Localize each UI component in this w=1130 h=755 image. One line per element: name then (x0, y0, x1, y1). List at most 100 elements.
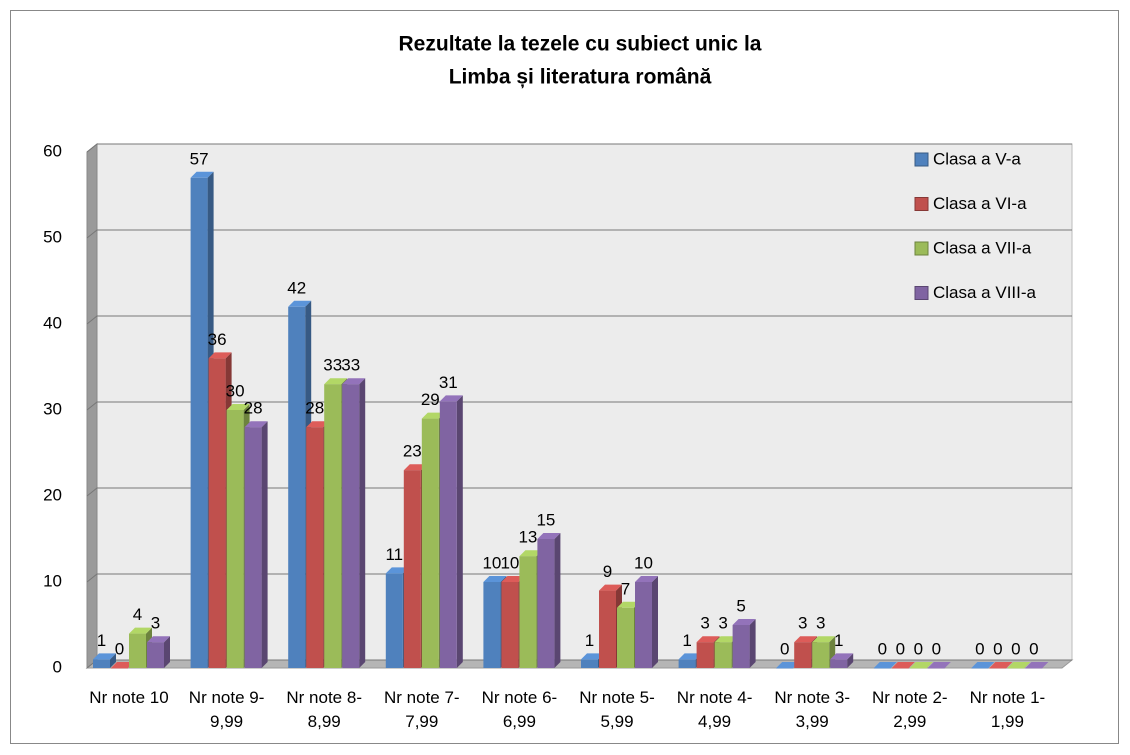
bar-front (714, 642, 732, 668)
bar-side (847, 653, 854, 668)
bar-front (519, 556, 537, 668)
bar-front (93, 659, 110, 668)
legend-label: Clasa a VI-a (933, 194, 1027, 213)
data-label: 36 (208, 330, 227, 349)
data-label: 9 (603, 562, 612, 581)
bar (635, 576, 658, 668)
data-label: 15 (536, 510, 555, 529)
bar-top (873, 662, 897, 668)
bar-top (129, 627, 152, 634)
data-label: 28 (244, 399, 263, 418)
data-label: 0 (896, 639, 905, 658)
bar (1025, 662, 1049, 669)
bar-top (244, 421, 268, 428)
bar (989, 662, 1013, 669)
bar-front (635, 582, 652, 668)
x-tick-label: Nr note 6-6,99 (481, 688, 558, 731)
x-tick-label: Nr note 4-4,99 (676, 688, 753, 731)
bar-front (226, 410, 244, 668)
data-label: 7 (621, 579, 630, 598)
legend-swatch (914, 152, 929, 167)
bar-top (1007, 662, 1031, 668)
bar-side (164, 636, 170, 668)
bar (147, 636, 170, 668)
bar-front (306, 427, 324, 668)
data-label: 42 (287, 278, 306, 297)
y-tick-label: 0 (53, 657, 62, 676)
y-tick-label: 20 (43, 485, 62, 504)
bar-top (891, 662, 915, 668)
bar-front (794, 642, 812, 668)
grid-line (86, 229, 1072, 239)
bar-front (342, 384, 360, 668)
data-label: 0 (914, 639, 923, 658)
bar-front (971, 668, 989, 669)
chart-title: Limba și literatura română (449, 66, 712, 89)
y-tick-label: 10 (43, 571, 62, 590)
grid-line (86, 573, 1072, 583)
bar-front (537, 539, 555, 668)
data-label: 3 (798, 614, 807, 633)
bar-front (324, 384, 342, 668)
bar-front (1007, 668, 1025, 669)
legend-label: Clasa a VII-a (933, 238, 1032, 257)
bar-side (554, 533, 561, 668)
data-label: 1 (682, 631, 691, 650)
bar-top (732, 619, 756, 625)
legend-swatch (914, 197, 929, 211)
bar (891, 662, 915, 669)
data-label: 1 (834, 631, 843, 650)
bar-side (359, 378, 366, 668)
x-tick-label: Nr note 3-3,99 (774, 688, 850, 731)
data-label: 57 (190, 149, 209, 168)
bar-top (519, 550, 543, 557)
x-tick-label: Nr note 1-1,99 (969, 688, 1046, 731)
bar (873, 662, 897, 669)
data-label: 0 (780, 639, 789, 658)
bar-top (306, 421, 330, 428)
bar-front (830, 659, 848, 668)
bar-front (873, 668, 891, 669)
bar-side (652, 576, 658, 668)
bar-top (483, 576, 507, 582)
bar-front (599, 590, 616, 668)
data-label: 0 (878, 639, 887, 658)
data-label: 1 (97, 631, 106, 650)
grid-line (86, 487, 1072, 497)
legend-swatch (914, 241, 929, 256)
data-label: 10 (500, 553, 519, 572)
bar-front (111, 668, 128, 669)
bar-top (776, 662, 800, 668)
bar-front (989, 668, 1007, 669)
bar (732, 619, 756, 668)
bar-front (812, 642, 830, 668)
bar-front (244, 427, 262, 668)
bar-front (439, 401, 457, 668)
data-label: 31 (439, 373, 458, 392)
bar (439, 395, 463, 668)
data-label: 10 (482, 553, 501, 572)
bar-top (581, 653, 604, 660)
x-tick-label: Nr note 2-2,99 (872, 688, 948, 731)
bar (111, 662, 134, 669)
bar-top (678, 653, 702, 660)
bar-front (776, 668, 794, 669)
bar (971, 662, 995, 669)
bar-top (794, 636, 818, 643)
bar-top (439, 395, 463, 402)
bar-top (537, 533, 561, 539)
bar-top (324, 378, 348, 385)
data-label: 0 (975, 639, 984, 658)
bar (1007, 662, 1031, 669)
bar (909, 662, 933, 669)
bar-front (288, 306, 306, 668)
data-label: 11 (385, 545, 403, 564)
legend-label: Clasa a VIII-a (933, 283, 1037, 302)
bar-top (501, 576, 525, 582)
bar-front (581, 659, 598, 668)
bar-top (599, 584, 622, 591)
data-label: 13 (518, 528, 537, 547)
bar-front (208, 358, 226, 668)
data-label: 3 (151, 614, 160, 633)
bar-top (971, 662, 995, 668)
